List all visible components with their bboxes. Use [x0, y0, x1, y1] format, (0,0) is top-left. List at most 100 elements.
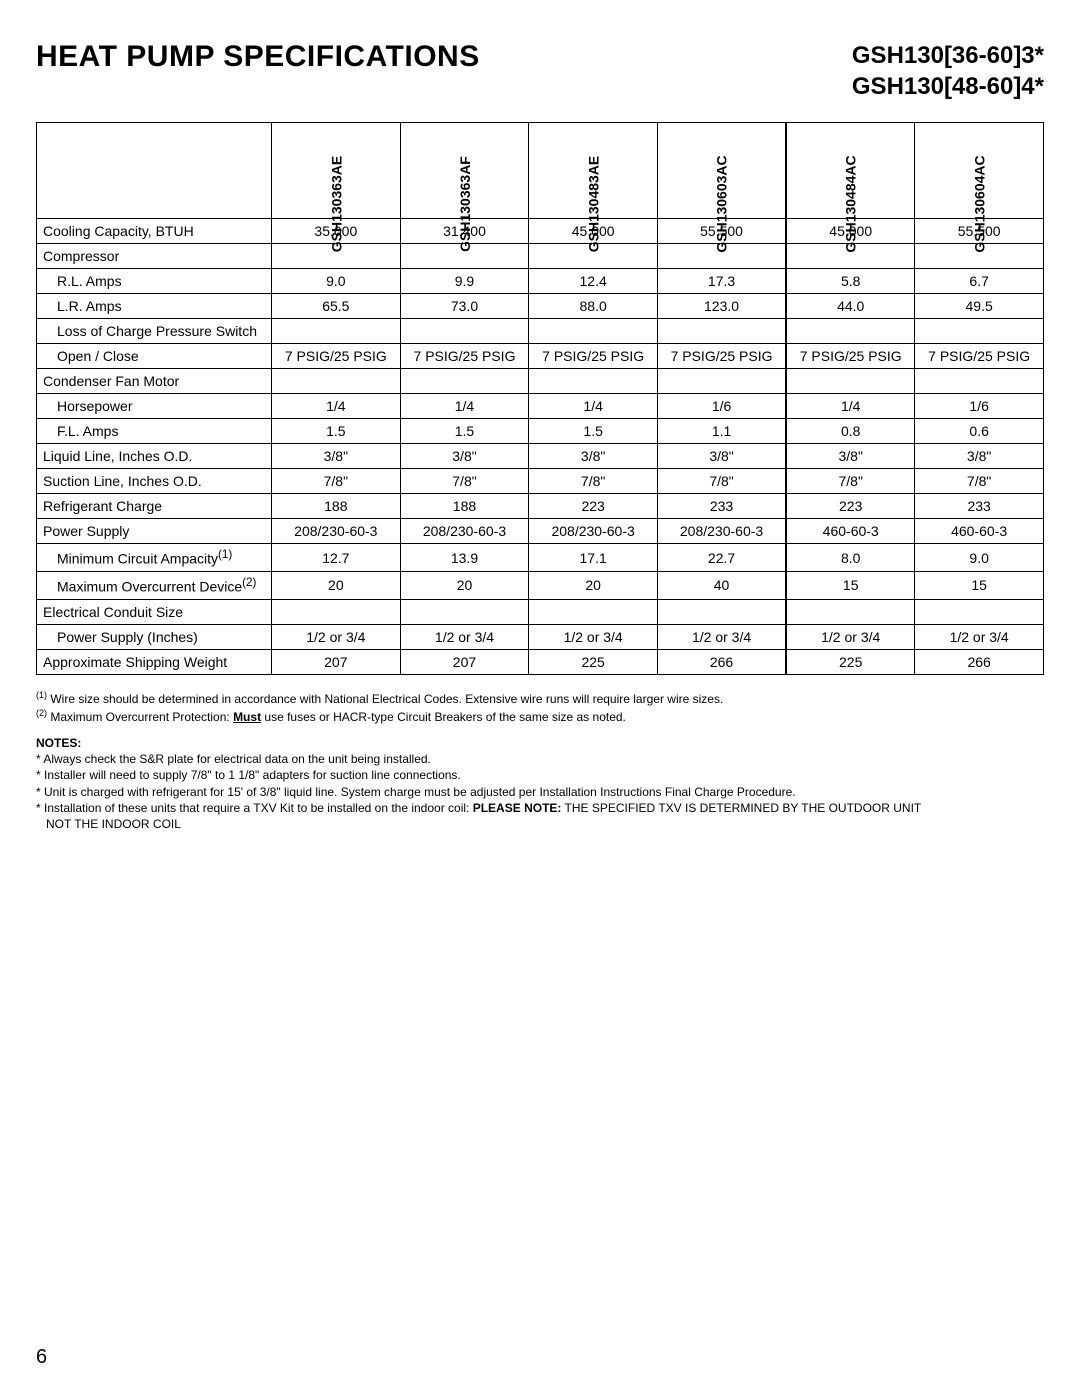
cell: 223 — [786, 494, 915, 519]
model-col-2: GSH130483AE — [529, 123, 658, 219]
cell — [400, 319, 529, 344]
cell: 22.7 — [657, 544, 786, 572]
cell: 7 PSIG/25 PSIG — [400, 344, 529, 369]
footnotes: (1) Wire size should be determined in ac… — [36, 689, 1044, 833]
cell: 1.5 — [529, 419, 658, 444]
cell: 20 — [400, 572, 529, 600]
cell: 40 — [657, 572, 786, 600]
cell: 7 PSIG/25 PSIG — [272, 344, 401, 369]
cell — [786, 369, 915, 394]
cell: 1/4 — [272, 394, 401, 419]
model-line-2: GSH130[48-60]4* — [852, 71, 1044, 102]
cell: 8.0 — [786, 544, 915, 572]
cell: 7/8" — [400, 469, 529, 494]
page-header: HEAT PUMP SPECIFICATIONS GSH130[36-60]3*… — [36, 40, 1044, 102]
cell — [657, 369, 786, 394]
cell: 266 — [915, 649, 1044, 674]
cell: 73.0 — [400, 294, 529, 319]
table-row: Power Supply208/230-60-3208/230-60-3208/… — [37, 519, 1044, 544]
cell: 9.9 — [400, 269, 529, 294]
cell: 1/2 or 3/4 — [915, 624, 1044, 649]
note-3: * Unit is charged with refrigerant for 1… — [36, 784, 1044, 800]
model-line-1: GSH130[36-60]3* — [852, 40, 1044, 71]
table-row: Liquid Line, Inches O.D.3/8"3/8"3/8"3/8"… — [37, 444, 1044, 469]
row-label: Open / Close — [37, 344, 272, 369]
cell: 6.7 — [915, 269, 1044, 294]
model-numbers: GSH130[36-60]3* GSH130[48-60]4* — [852, 40, 1044, 102]
cell: 225 — [529, 649, 658, 674]
cell — [529, 319, 658, 344]
cell: 1.5 — [272, 419, 401, 444]
cell — [529, 369, 658, 394]
cell: 7 PSIG/25 PSIG — [786, 344, 915, 369]
cell: 3/8" — [272, 444, 401, 469]
row-label: Horsepower — [37, 394, 272, 419]
table-row: Minimum Circuit Ampacity(1)12.713.917.12… — [37, 544, 1044, 572]
note-1: * Always check the S&R plate for electri… — [36, 751, 1044, 767]
table-row: Open / Close7 PSIG/25 PSIG7 PSIG/25 PSIG… — [37, 344, 1044, 369]
cell: 1/6 — [915, 394, 1044, 419]
cell: 3/8" — [915, 444, 1044, 469]
cell: 188 — [272, 494, 401, 519]
cell: 0.8 — [786, 419, 915, 444]
cell: 13.9 — [400, 544, 529, 572]
note-2: * Installer will need to supply 7/8" to … — [36, 767, 1044, 783]
cell: 7/8" — [786, 469, 915, 494]
notes-title: NOTES: — [36, 735, 1044, 751]
model-col-5: GSH130604AC — [915, 123, 1044, 219]
cell: 3/8" — [529, 444, 658, 469]
cell: 208/230-60-3 — [272, 519, 401, 544]
cell: 266 — [657, 649, 786, 674]
cell: 207 — [272, 649, 401, 674]
cell — [272, 369, 401, 394]
cell: 7 PSIG/25 PSIG — [657, 344, 786, 369]
cell: 12.4 — [529, 269, 658, 294]
footnote-1: (1) Wire size should be determined in ac… — [36, 689, 1044, 707]
row-label: R.L. Amps — [37, 269, 272, 294]
table-row: Loss of Charge Pressure Switch — [37, 319, 1044, 344]
cell — [915, 319, 1044, 344]
model-col-0: GSH130363AE — [272, 123, 401, 219]
spec-table: GSH130363AE GSH130363AF GSH130483AE GSH1… — [36, 122, 1044, 674]
cell: 5.8 — [786, 269, 915, 294]
cell: 15 — [915, 572, 1044, 600]
cell: 9.0 — [272, 269, 401, 294]
cell: 20 — [529, 572, 658, 600]
note-4: * Installation of these units that requi… — [36, 800, 1044, 816]
row-label: Maximum Overcurrent Device(2) — [37, 572, 272, 600]
cell: 233 — [657, 494, 786, 519]
cell — [400, 599, 529, 624]
cell: 3/8" — [400, 444, 529, 469]
cell: 49.5 — [915, 294, 1044, 319]
cell: 1/4 — [786, 394, 915, 419]
cell: 223 — [529, 494, 658, 519]
row-label: Loss of Charge Pressure Switch — [37, 319, 272, 344]
table-row: F.L. Amps1.51.51.51.10.80.6 — [37, 419, 1044, 444]
cell: 1/2 or 3/4 — [786, 624, 915, 649]
row-label: Condenser Fan Motor — [37, 369, 272, 394]
cell: 233 — [915, 494, 1044, 519]
cell: 88.0 — [529, 294, 658, 319]
cell — [272, 319, 401, 344]
cell: 3/8" — [657, 444, 786, 469]
page-number: 6 — [36, 1346, 47, 1369]
cell: 123.0 — [657, 294, 786, 319]
cell: 17.1 — [529, 544, 658, 572]
footnote-2: (2) Maximum Overcurrent Protection: Must… — [36, 707, 1044, 725]
cell: 1/2 or 3/4 — [529, 624, 658, 649]
table-row: L.R. Amps65.573.088.0123.044.049.5 — [37, 294, 1044, 319]
row-label: Refrigerant Charge — [37, 494, 272, 519]
row-label: Power Supply (Inches) — [37, 624, 272, 649]
blank-header-cell — [37, 123, 272, 219]
note-4-cont: NOT THE INDOOR COIL — [36, 816, 1044, 832]
cell: 188 — [400, 494, 529, 519]
cell: 17.3 — [657, 269, 786, 294]
model-col-4: GSH130484AC — [786, 123, 915, 219]
cell: 1/4 — [400, 394, 529, 419]
cell: 225 — [786, 649, 915, 674]
cell: 1/2 or 3/4 — [400, 624, 529, 649]
row-label: Cooling Capacity, BTUH — [37, 219, 272, 244]
cell: 65.5 — [272, 294, 401, 319]
cell: 1.5 — [400, 419, 529, 444]
cell — [272, 599, 401, 624]
